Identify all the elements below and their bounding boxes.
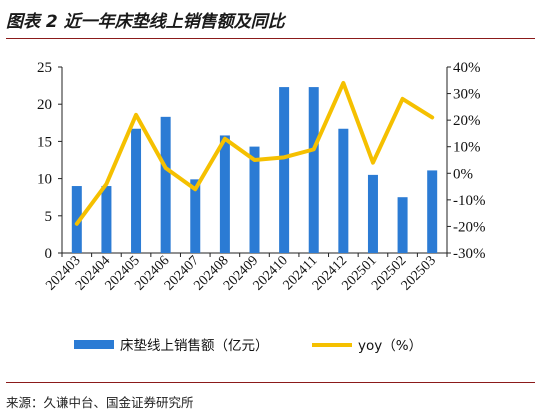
right-tick-label: 40%: [453, 60, 481, 76]
left-tick-label: 10: [37, 172, 52, 188]
chart-title: 图表 2 近一年床垫线上销售额及同比: [6, 12, 285, 32]
left-tick-label: 20: [37, 97, 52, 113]
bar: [160, 116, 171, 254]
bar: [308, 87, 319, 253]
right-tick-label: -30%: [453, 246, 486, 262]
line-series: [74, 80, 435, 226]
legend-label-line: yoy（%）: [358, 338, 422, 354]
chart-axes: 0510152025-30%-20%-10%0%10%20%30%40%2024…: [37, 60, 486, 294]
bar: [279, 87, 290, 253]
bar: [190, 179, 201, 253]
bar: [338, 128, 349, 253]
bar: [71, 186, 82, 253]
legend-label-bar: 床垫线上销售额（亿元）: [120, 338, 269, 354]
source-note: 来源：久谦中台、国金证券研究所: [6, 395, 194, 410]
bar: [219, 135, 230, 253]
bar: [249, 146, 260, 253]
bar-series: [71, 87, 438, 254]
right-tick-label: 0%: [453, 166, 473, 182]
right-tick-label: -20%: [453, 219, 486, 235]
legend-swatch-bar: [74, 340, 114, 349]
bar: [367, 174, 378, 253]
left-tick-label: 15: [37, 134, 52, 150]
left-tick-label: 5: [45, 209, 53, 225]
bar: [101, 186, 112, 253]
left-tick-label: 0: [45, 246, 53, 262]
bar: [397, 197, 408, 253]
right-tick-label: -10%: [453, 193, 486, 209]
source-divider: [6, 382, 535, 383]
title-bar: 图表 2 近一年床垫线上销售额及同比: [0, 0, 541, 40]
title-divider: [6, 38, 535, 39]
bar: [131, 128, 142, 253]
right-tick-label: 30%: [453, 87, 481, 103]
bar: [427, 170, 438, 253]
chart-legend: 床垫线上销售额（亿元） yoy（%）: [74, 338, 422, 354]
right-tick-label: 20%: [453, 113, 481, 129]
left-tick-label: 25: [37, 60, 52, 76]
right-tick-label: 10%: [453, 140, 481, 156]
